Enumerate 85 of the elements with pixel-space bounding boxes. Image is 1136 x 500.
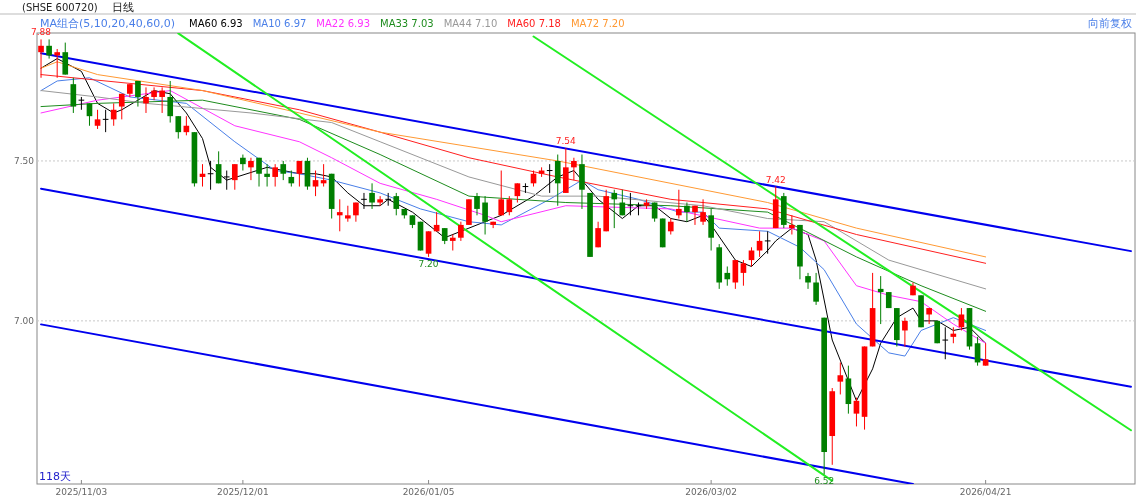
- candlestick: [118, 93, 125, 120]
- candlestick: [110, 102, 117, 127]
- candlestick: [514, 182, 521, 204]
- text: MA10 6.97: [252, 18, 307, 29]
- text: MA44 7.10: [443, 18, 498, 29]
- candlestick: [789, 214, 795, 236]
- candlestick: [700, 198, 706, 226]
- candlestick: [676, 189, 682, 220]
- candlestick: [296, 160, 303, 188]
- candlestick: [474, 192, 480, 216]
- annotation: 118天: [39, 470, 71, 483]
- candlestick: [223, 170, 231, 191]
- text: 向前复权: [1088, 17, 1132, 30]
- chart-title: (SHSE 600720): [22, 2, 98, 13]
- candlestick: [740, 259, 747, 287]
- candlestick: [902, 317, 908, 347]
- candlestick: [151, 86, 157, 101]
- candlestick: [684, 202, 690, 223]
- x-tick-label: 2025/11/03: [55, 487, 108, 497]
- candlestick: [248, 157, 254, 181]
- annotation: 7.20: [418, 258, 439, 269]
- text: MA72 7.20: [570, 18, 625, 29]
- annotation: 7.54: [555, 136, 577, 147]
- text: MA60 7.18: [507, 18, 561, 29]
- candlestick: [482, 195, 488, 236]
- annotation: 7.42: [765, 174, 786, 185]
- candlestick: [805, 272, 811, 290]
- candlestick: [554, 154, 561, 207]
- annotation: 7.88: [31, 27, 52, 38]
- candlestick: [837, 361, 844, 395]
- text: MA组合(5,10,20,40,60,0): [40, 17, 176, 30]
- candlestick: [336, 198, 343, 232]
- text: MA60 6.93: [189, 18, 243, 29]
- candlestick: [312, 170, 319, 197]
- x-tick-label: 2025/12/01: [216, 487, 269, 497]
- candlestick: [231, 163, 238, 191]
- candlestick: [571, 157, 577, 181]
- candlestick: [982, 342, 989, 367]
- candlestick: [175, 115, 182, 140]
- candlestick: [813, 272, 819, 306]
- x-tick-label: 2026/03/02: [685, 487, 738, 497]
- candlestick: [46, 38, 52, 60]
- candlestick: [280, 160, 287, 181]
- candlestick: [498, 170, 505, 216]
- chart-subtitle: 日线: [111, 1, 134, 14]
- candlestick: [38, 38, 44, 79]
- candlestick: [143, 86, 149, 114]
- candlestick: [393, 192, 400, 216]
- x-tick-label: 2026/04/21: [959, 487, 1012, 497]
- candlestick: [506, 195, 513, 216]
- candlestick: [458, 221, 464, 242]
- candlestick: [958, 307, 965, 331]
- candlestick: [764, 230, 771, 255]
- candlestick: [159, 86, 165, 114]
- candlestick: [853, 397, 860, 427]
- candlestick: [595, 221, 601, 248]
- candlestick: [425, 230, 432, 258]
- candlestick: [708, 208, 714, 251]
- annotation: 6.52: [814, 476, 835, 487]
- candlestick: [256, 157, 262, 188]
- candlestick: [377, 195, 383, 207]
- text: MA22 6.93: [316, 18, 370, 29]
- candlestick: [369, 182, 375, 210]
- candlestick: [611, 189, 618, 229]
- candlestick: [62, 42, 69, 76]
- candlestick: [926, 307, 932, 325]
- candlestick: [941, 326, 949, 360]
- candlestick: [384, 192, 392, 207]
- candlestick: [877, 275, 884, 325]
- candlestick: [86, 102, 93, 127]
- candlestick: [240, 154, 246, 172]
- y-tick-label: 7.50: [13, 155, 35, 166]
- candlestick: [70, 77, 77, 114]
- candlestick: [167, 80, 174, 124]
- y-tick-label: 7.00: [13, 315, 35, 326]
- candlestick: [94, 109, 101, 130]
- candlestick: [724, 266, 731, 287]
- candlestick: [264, 163, 270, 188]
- candlestick: [360, 192, 368, 210]
- text: MA33 7.03: [380, 18, 434, 29]
- x-tick-label: 2026/01/05: [402, 487, 455, 497]
- candlestick: [135, 80, 141, 108]
- candlestick: [54, 48, 61, 79]
- candlestick: [756, 230, 763, 258]
- candlestick: [272, 163, 278, 188]
